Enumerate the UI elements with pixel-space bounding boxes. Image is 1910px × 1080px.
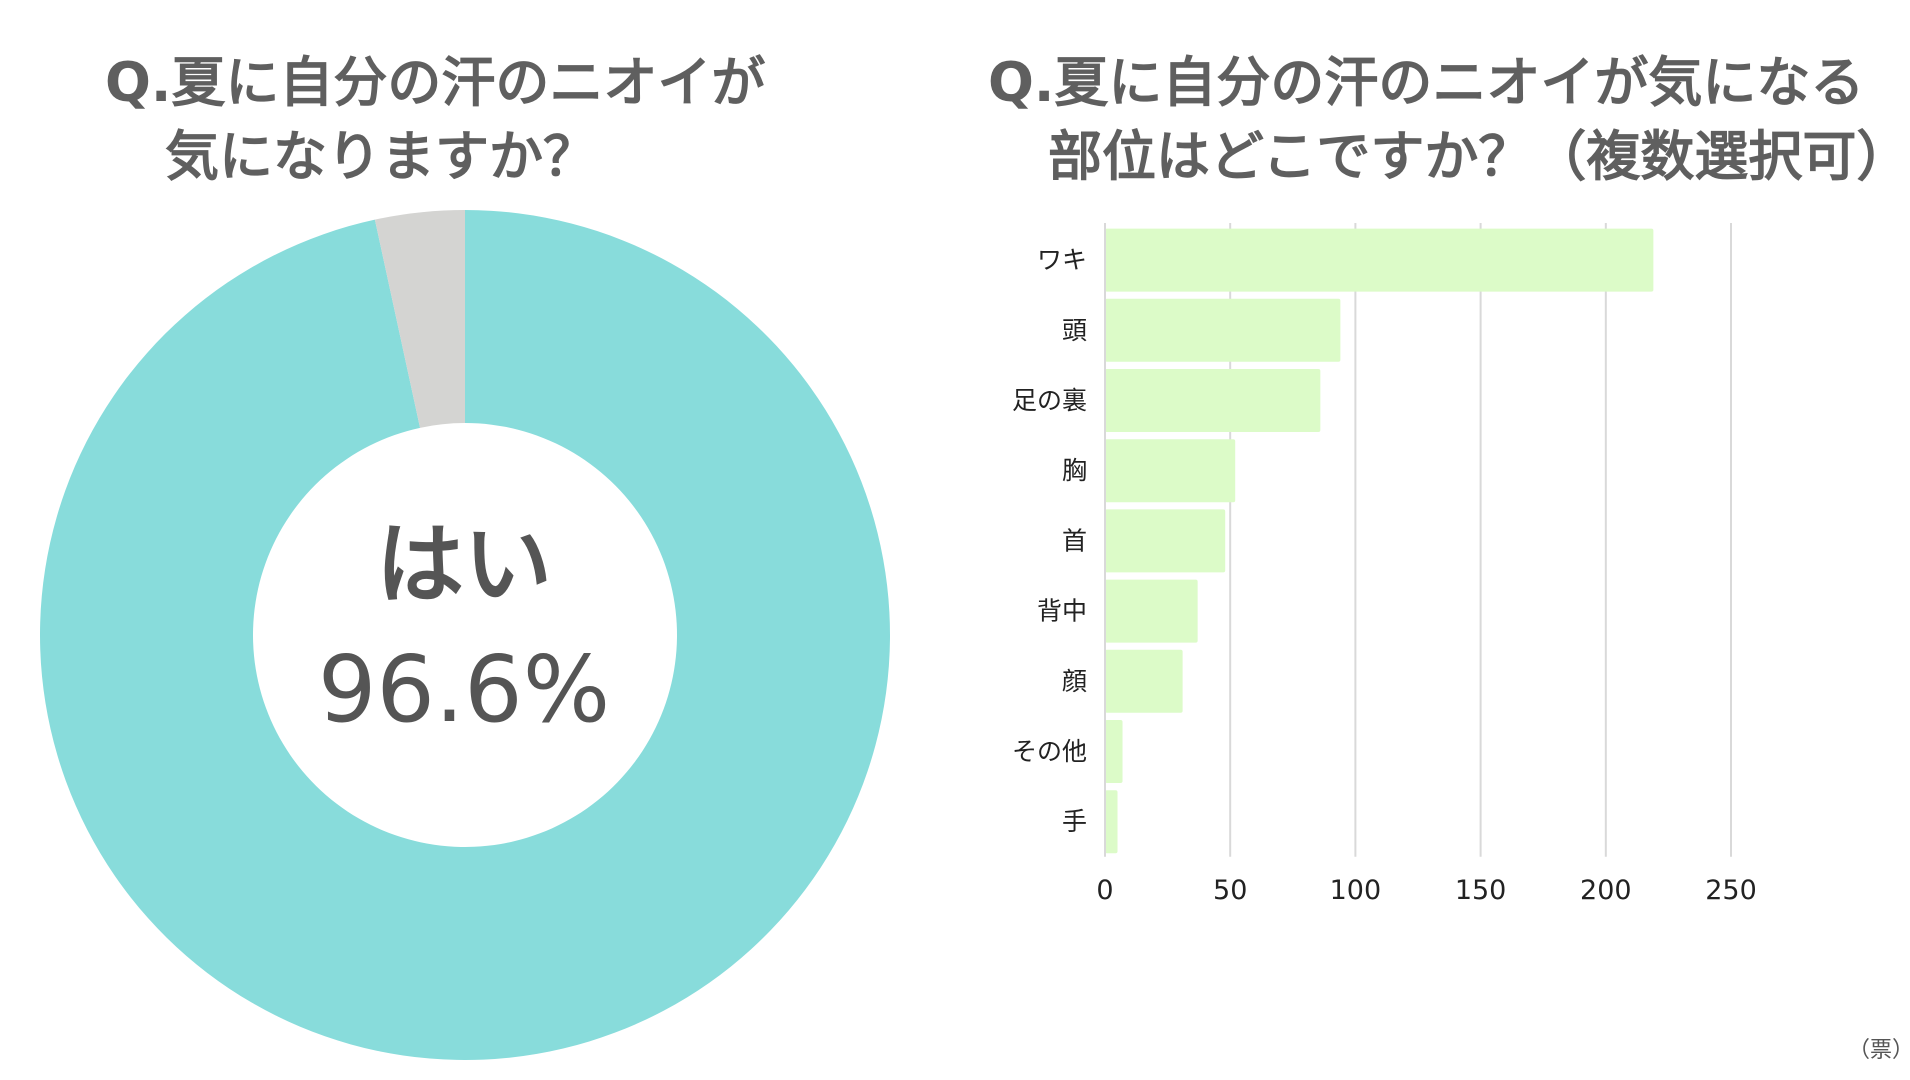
x-tick-label: 100 (1330, 875, 1382, 906)
category-label: 頭 (1062, 316, 1087, 345)
x-tick-label: 0 (1096, 875, 1113, 906)
bar-5 (1105, 579, 1198, 643)
category-label: 手 (1062, 807, 1087, 836)
x-axis-unit: （票） (1848, 1038, 1910, 1063)
right-title-line1: Q.夏に自分の汗のニオイが気になる (988, 51, 1865, 114)
bar-3 (1105, 439, 1236, 503)
donut-center-value: 96.6% (317, 636, 611, 743)
bar-2 (1105, 369, 1321, 432)
donut-slice-1 (374, 210, 465, 428)
bar-4 (1105, 509, 1226, 573)
right-chart-title: Q.夏に自分の汗のニオイが気になる 部位はどこですか？（複数選択可） (988, 46, 1910, 194)
donut-chart (40, 210, 890, 1060)
x-tick-label: 50 (1213, 875, 1247, 906)
right-title-line2: 部位はどこですか？（複数選択可） (1048, 125, 1910, 188)
bar-1 (1105, 298, 1341, 362)
x-tick-label: 250 (1705, 875, 1757, 906)
category-label: 背中 (1037, 597, 1087, 626)
category-label: その他 (1012, 737, 1087, 766)
left-chart-title: Q.夏に自分の汗のニオイが 気になりますか？ (105, 46, 765, 194)
category-label: 足の裏 (1012, 386, 1087, 415)
left-title-line2: 気になりますか？ (165, 125, 597, 188)
donut-center-category: はい (375, 513, 552, 616)
bar-8 (1105, 790, 1118, 854)
x-tick-label: 150 (1455, 875, 1507, 906)
bar-7 (1105, 720, 1123, 783)
left-title-line1: Q.夏に自分の汗のニオイが (105, 51, 766, 114)
x-tick-label: 200 (1580, 875, 1632, 906)
bar-0 (1105, 228, 1654, 292)
donut-slice-0 (40, 210, 890, 1060)
bar-6 (1105, 649, 1183, 713)
category-label: 首 (1062, 526, 1087, 555)
category-label: 顔 (1062, 667, 1087, 696)
category-label: 胸 (1062, 456, 1087, 485)
category-label: ワキ (1037, 246, 1087, 275)
